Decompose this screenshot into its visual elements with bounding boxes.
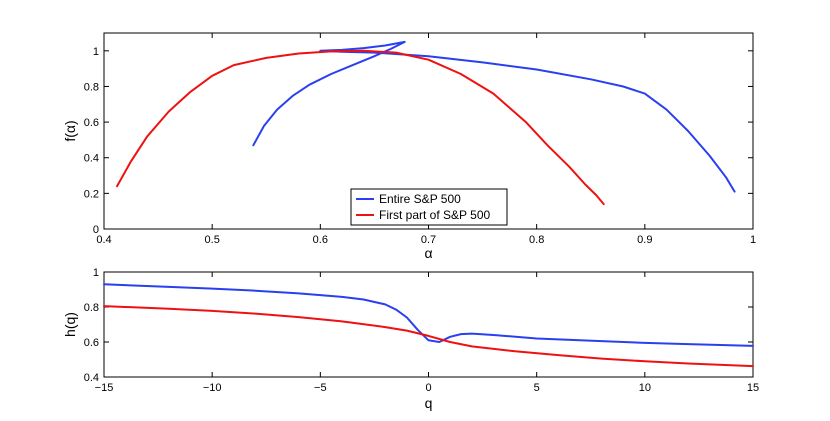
bottom-chart-x-tick-label: −5 bbox=[314, 382, 327, 394]
bottom-chart-y-tick-label: 1 bbox=[93, 267, 99, 279]
top-chart-x-tick-label: 0.4 bbox=[96, 234, 111, 246]
top-chart-y-tick-label: 0.4 bbox=[84, 153, 99, 165]
top-chart-ticks: 0.4 0.5 0.6 0.7 0.8 0.9 1 0 0.2 0.4 0.6 0.8 1 bbox=[84, 33, 756, 246]
top-chart-y-tick-label: 0.6 bbox=[84, 117, 99, 129]
bottom-chart-panel: −15 −10 −5 0 5 10 15 0.4 0.6 0.8 1 q h(q) bbox=[62, 267, 759, 411]
top-chart-y-tick-label: 0.8 bbox=[84, 81, 99, 93]
bottom-chart-x-tick-label: 15 bbox=[747, 382, 759, 394]
bottom-chart-ticks: −15 −10 −5 0 5 10 15 0.4 0.6 0.8 1 bbox=[84, 267, 759, 394]
bottom-chart-y-tick-label: 0.4 bbox=[84, 372, 99, 384]
bottom-chart-x-axis-label: q bbox=[425, 395, 433, 411]
top-chart-x-tick-label: 0.5 bbox=[205, 234, 220, 246]
legend-label-first-part-sp500: First part of S&P 500 bbox=[379, 208, 490, 222]
top-chart-x-axis-label: α bbox=[424, 245, 432, 261]
bottom-chart-x-tick-label: 10 bbox=[639, 382, 651, 394]
legend-box bbox=[350, 188, 508, 226]
top-chart-y-axis-label: f(α) bbox=[62, 120, 78, 141]
top-chart-y-tick-label: 0.2 bbox=[84, 188, 99, 200]
top-chart-x-tick-label: 0.6 bbox=[313, 234, 328, 246]
legend-label-entire-sp500: Entire S&P 500 bbox=[379, 192, 461, 206]
bottom-chart-x-tick-label: 0 bbox=[425, 382, 431, 394]
top-chart-y-tick-label: 1 bbox=[93, 46, 99, 58]
bottom-chart-y-tick-label: 0.6 bbox=[84, 337, 99, 349]
legend: Entire S&P 500 First part of S&P 500 bbox=[350, 188, 508, 226]
bottom-chart-series-line-first-part-sp500 bbox=[103, 305, 754, 368]
top-chart-x-tick-label: 0.7 bbox=[421, 234, 436, 246]
bottom-chart-series bbox=[103, 283, 754, 368]
top-chart-x-tick-label: 0.9 bbox=[637, 234, 652, 246]
top-chart-x-tick-label: 0.8 bbox=[529, 234, 544, 246]
top-chart-series-line-entire-sp500 bbox=[252, 40, 736, 193]
bottom-chart-x-tick-label: 5 bbox=[534, 382, 540, 394]
bottom-chart-y-axis-label: h(q) bbox=[62, 312, 78, 337]
top-chart-panel: 0.4 0.5 0.6 0.7 0.8 0.9 1 0 0.2 0.4 0.6 0.8 1 α f(α)… bbox=[62, 32, 756, 261]
top-chart-series bbox=[116, 40, 736, 206]
top-chart-y-tick-label: 0 bbox=[93, 224, 99, 236]
top-chart-x-tick-label: 1 bbox=[750, 234, 756, 246]
bottom-chart-x-tick-label: −10 bbox=[203, 382, 222, 394]
bottom-chart-y-tick-label: 0.8 bbox=[84, 302, 99, 314]
bottom-chart-x-tick-label: −15 bbox=[95, 382, 114, 394]
top-chart-series-line-first-part-sp500 bbox=[116, 49, 605, 206]
